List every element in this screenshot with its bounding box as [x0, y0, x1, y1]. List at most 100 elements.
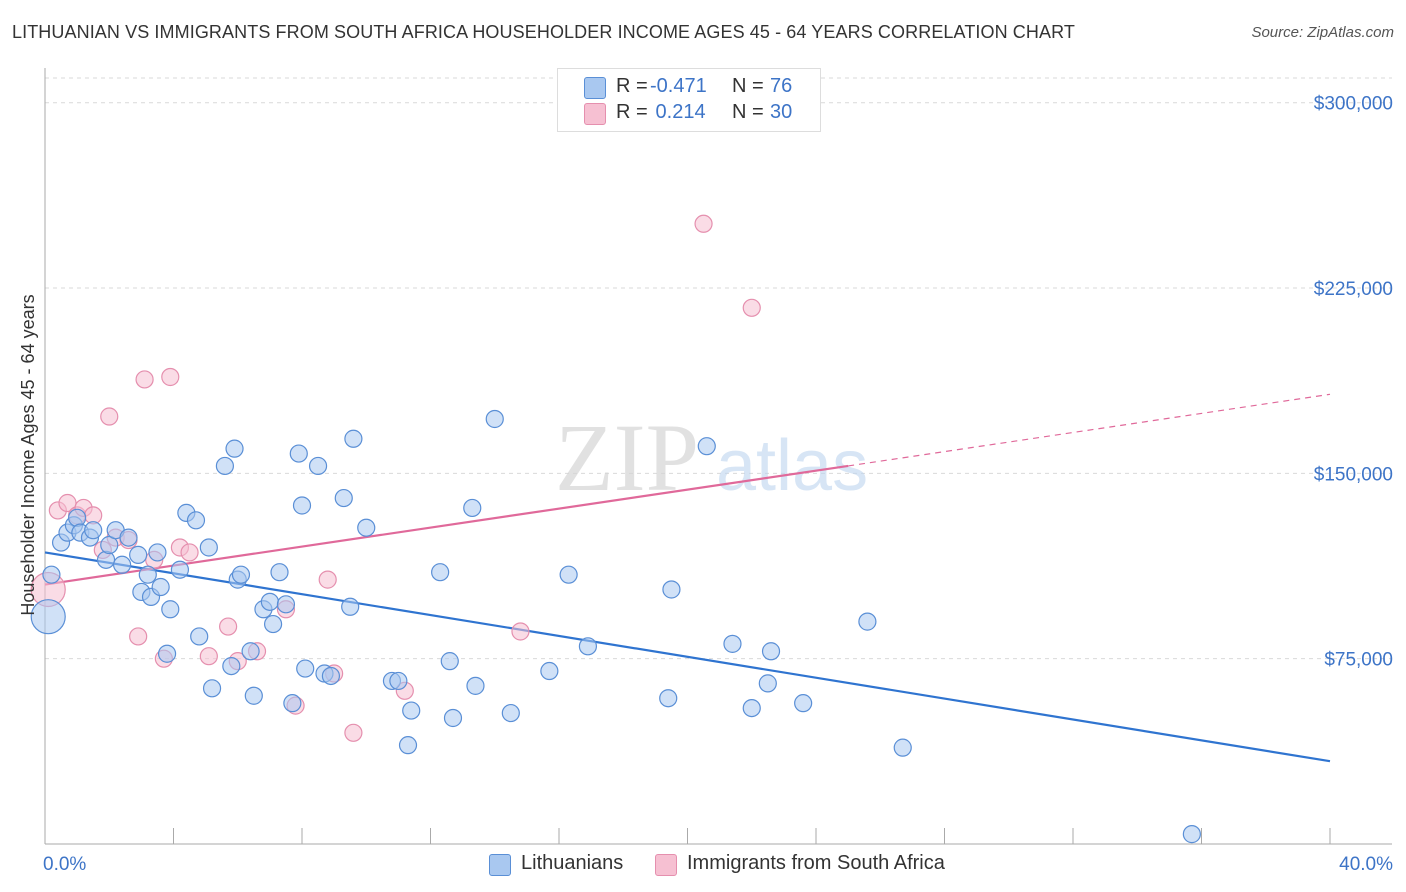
- watermark-zip: ZIP: [555, 404, 699, 511]
- point-lithuanians: [402, 701, 421, 720]
- point-lithuanians: [225, 439, 244, 458]
- point-lithuanians: [190, 627, 209, 646]
- point-lithuanians: [215, 456, 234, 476]
- r-label: R =: [616, 101, 648, 123]
- point-lithuanians: [308, 456, 328, 476]
- point-lithuanians: [321, 666, 341, 686]
- point-lithuanians: [241, 642, 260, 661]
- point-lithuanians: [186, 511, 206, 530]
- point-south-africa: [511, 622, 530, 641]
- point-lithuanians: [398, 736, 418, 755]
- point-south-africa: [129, 627, 148, 646]
- point-lithuanians: [341, 597, 360, 616]
- point-south-africa: [318, 570, 337, 589]
- chart-title: LITHUANIAN VS IMMIGRANTS FROM SOUTH AFRI…: [12, 22, 1075, 42]
- point-lithuanians: [697, 437, 716, 456]
- point-lithuanians: [161, 600, 180, 619]
- point-lithuanians: [431, 563, 450, 582]
- point-south-africa: [344, 723, 363, 742]
- point-lithuanians: [222, 656, 241, 676]
- point-lithuanians: [578, 637, 598, 656]
- x-tick-label: 40.0%: [1339, 854, 1393, 875]
- y-tick-label: $75,000: [1324, 650, 1393, 671]
- point-lithuanians: [662, 580, 681, 599]
- point-lithuanians: [296, 659, 315, 678]
- correlation-legend: R = -0.471 N = 76 R = 0.214 N = 30: [557, 68, 821, 132]
- point-lithuanians: [42, 565, 61, 584]
- point-lithuanians: [119, 528, 138, 547]
- point-lithuanians: [283, 694, 302, 713]
- point-lithuanians: [263, 614, 283, 634]
- point-south-africa: [100, 407, 119, 426]
- n-label: N =: [732, 101, 764, 123]
- x-tick-label: 0.0%: [43, 854, 86, 875]
- legend-swatch-pink: [584, 103, 606, 125]
- point-lithuanians: [443, 708, 463, 728]
- point-lithuanians: [761, 642, 781, 661]
- point-lithuanians: [1182, 825, 1201, 844]
- point-lithuanians: [485, 409, 504, 429]
- point-lithuanians: [466, 676, 485, 695]
- legend-swatch-blue: [489, 854, 511, 876]
- y-tick-label: $225,000: [1314, 279, 1393, 300]
- axes: [44, 68, 1392, 845]
- point-lithuanians: [389, 671, 408, 691]
- y-tick-label: $150,000: [1314, 464, 1393, 485]
- legend-label: Immigrants from South Africa: [687, 852, 945, 874]
- r-label: R =: [616, 75, 648, 97]
- trend-line-south-africa-extension: [848, 393, 1331, 467]
- r-value: 0.214: [650, 101, 706, 123]
- point-lithuanians: [794, 694, 813, 713]
- legend-swatch-blue: [584, 77, 606, 99]
- trend-line-lithuanians: [44, 551, 1331, 763]
- point-lithuanians: [723, 634, 742, 653]
- legend-row-lithuanians: R = -0.471 N = 76: [558, 75, 820, 101]
- point-lithuanians: [334, 488, 353, 508]
- point-lithuanians: [742, 698, 761, 718]
- legend-swatch-pink: [655, 854, 677, 876]
- point-lithuanians: [276, 595, 296, 614]
- y-axis-title: Householder Income Ages 45 - 64 years: [18, 294, 38, 615]
- point-lithuanians: [463, 498, 482, 518]
- r-value: -0.471: [650, 75, 707, 97]
- data-points: [30, 214, 1201, 844]
- point-lithuanians: [893, 738, 912, 757]
- point-lithuanians: [138, 565, 157, 584]
- point-lithuanians: [289, 444, 308, 463]
- legend-label: Lithuanians: [521, 852, 624, 874]
- point-lithuanians: [292, 496, 312, 515]
- point-lithuanians: [659, 689, 678, 708]
- point-lithuanians: [501, 703, 520, 723]
- point-south-africa: [694, 214, 713, 233]
- point-south-africa: [742, 298, 761, 317]
- point-lithuanians: [84, 521, 103, 540]
- point-lithuanians: [129, 545, 148, 564]
- point-lithuanians: [30, 599, 66, 635]
- n-value: 30: [770, 101, 793, 123]
- point-lithuanians: [199, 538, 218, 557]
- point-south-africa: [135, 370, 154, 389]
- axis-labels: $75,000 $150,000 $225,000 $300,000 0.0% 40.0%: [43, 94, 1393, 875]
- point-south-africa: [161, 367, 180, 387]
- point-lithuanians: [344, 429, 363, 448]
- point-lithuanians: [231, 565, 251, 584]
- n-value: 76: [770, 75, 793, 97]
- point-lithuanians: [270, 563, 289, 582]
- point-lithuanians: [858, 612, 877, 631]
- point-south-africa: [199, 647, 218, 666]
- point-lithuanians: [440, 652, 459, 671]
- point-lithuanians: [170, 560, 190, 579]
- point-lithuanians: [112, 555, 132, 574]
- point-lithuanians: [151, 577, 170, 597]
- point-lithuanians: [758, 674, 777, 693]
- series-legend: Lithuanians Immigrants from South Africa: [0, 852, 1406, 878]
- legend-row-south-africa: R = 0.214 N = 30: [558, 101, 820, 127]
- point-lithuanians: [68, 508, 87, 527]
- point-lithuanians: [244, 686, 263, 705]
- watermark: ZIP atlas: [555, 404, 868, 511]
- point-lithuanians: [260, 592, 279, 611]
- n-label: N =: [732, 75, 764, 97]
- source-label: Source: ZipAtlas.com: [1251, 24, 1394, 41]
- point-south-africa: [219, 617, 238, 636]
